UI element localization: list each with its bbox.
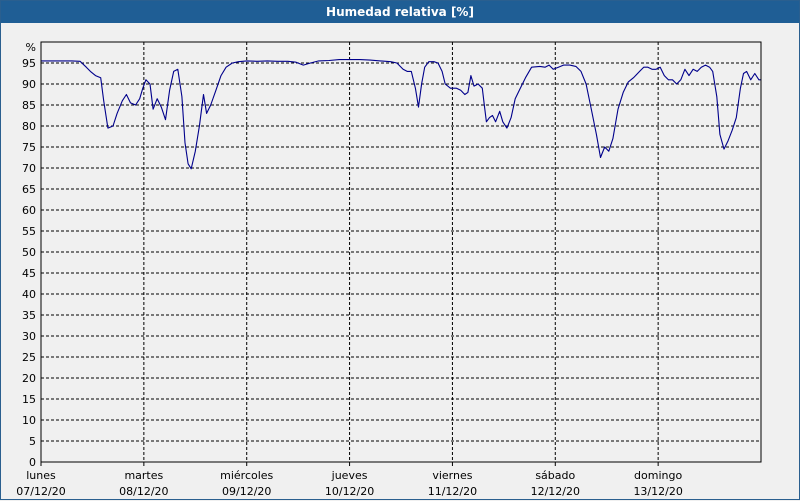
- x-tick-day-label: domingo: [634, 469, 682, 482]
- y-tick-label: 25: [22, 351, 36, 364]
- y-tick-label: 0: [29, 456, 36, 469]
- y-tick-label: 65: [22, 183, 36, 196]
- x-tick-date-label: 13/12/20: [633, 485, 682, 498]
- series-layer: [41, 59, 761, 170]
- y-tick-label: 20: [22, 372, 36, 385]
- y-tick-label: 85: [22, 99, 36, 112]
- y-tick-label: 10: [22, 414, 36, 427]
- y-tick-label: 15: [22, 393, 36, 406]
- plot-frame: [40, 41, 762, 463]
- x-tick-day-label: lunes: [26, 469, 56, 482]
- x-tick-date-label: 08/12/20: [119, 485, 168, 498]
- x-tick-day-label: viernes: [432, 469, 472, 482]
- y-tick-label: 45: [22, 267, 36, 280]
- y-tick-label: 30: [22, 330, 36, 343]
- x-tick-date-label: 11/12/20: [428, 485, 477, 498]
- y-tick-label: 40: [22, 288, 36, 301]
- y-tick-label: 50: [22, 246, 36, 259]
- y-axis: 0 5 10 15 20 25 30 35 40 45 50 55 60 65 70 75 80 85 90 95%: [22, 41, 36, 469]
- x-tick-date-label: 12/12/20: [531, 485, 580, 498]
- series-line-humedad: [41, 59, 761, 170]
- x-tick-day-label: sábado: [535, 469, 575, 482]
- x-axis: lunes 07/12/20 martes 08/12/20 miércoles 09/1…: [16, 462, 683, 498]
- y-tick-label: 5: [29, 435, 36, 448]
- y-tick-label: 95: [22, 57, 36, 70]
- y-tick-label: 90: [22, 78, 36, 91]
- y-tick-label: 60: [22, 204, 36, 217]
- y-tick-label: 80: [22, 120, 36, 133]
- y-tick-label: 70: [22, 162, 36, 175]
- y-tick-label: 35: [22, 309, 36, 322]
- x-tick-day-label: miércoles: [220, 469, 273, 482]
- x-tick-day-label: jueves: [331, 469, 368, 482]
- y-tick-label: 55: [22, 225, 36, 238]
- y-tick-label: 75: [22, 141, 36, 154]
- y-axis-unit-label: %: [26, 41, 36, 54]
- x-tick-day-label: martes: [124, 469, 163, 482]
- grid: [41, 42, 761, 462]
- x-tick-date-label: 10/12/20: [325, 485, 374, 498]
- x-tick-date-label: 07/12/20: [16, 485, 65, 498]
- window-title: Humedad relativa [%]: [1, 1, 799, 23]
- x-tick-date-label: 09/12/20: [222, 485, 271, 498]
